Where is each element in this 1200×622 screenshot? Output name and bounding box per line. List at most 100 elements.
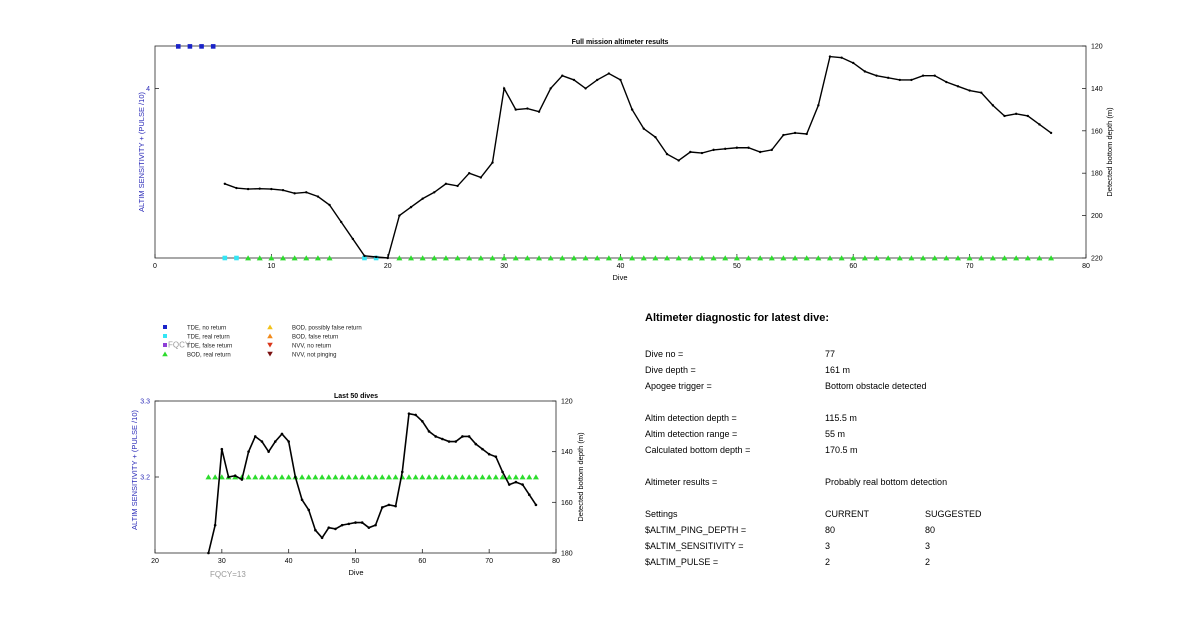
- bod-marker: [885, 255, 892, 261]
- bod-marker: [426, 474, 433, 480]
- bod-marker: [1013, 255, 1020, 261]
- bottom-depth-point: [407, 412, 411, 415]
- diagnostic-label: $ALTIM_SENSITIVITY =: [645, 541, 744, 551]
- bod-marker: [547, 255, 554, 261]
- bod-marker: [1024, 255, 1031, 261]
- diagnostic-value: Bottom obstacle detected: [825, 381, 927, 391]
- diagnostic-panel: Altimeter diagnostic for latest dive: Di…: [645, 312, 1065, 567]
- y-tick-right-label: 180: [561, 551, 573, 558]
- bottom-depth-point: [227, 475, 230, 479]
- bod-marker: [943, 255, 950, 261]
- bod-marker: [1001, 255, 1008, 261]
- bod-marker: [582, 255, 589, 261]
- legend: TDE, no return TDE, real return TDE, false…: [162, 324, 362, 359]
- bottom-depth-point: [747, 146, 750, 149]
- bod-marker: [359, 474, 366, 480]
- diagnostic-value: 161 m: [825, 365, 851, 375]
- tde-marker: [210, 44, 216, 49]
- bod-marker: [1036, 255, 1043, 261]
- bod-marker: [675, 255, 682, 261]
- y-tick-left-label: 3.2: [140, 475, 150, 482]
- fqcy-annotation: FQCY=13: [210, 570, 246, 579]
- tde-marker: [187, 44, 193, 49]
- bottom-depth-point: [487, 452, 491, 456]
- legend-label: TDE, no return: [187, 326, 226, 332]
- bottom-depth-point: [351, 237, 355, 241]
- bod-marker: [850, 255, 857, 261]
- bod-marker: [629, 255, 636, 261]
- bod-marker: [1048, 255, 1055, 261]
- diagnostic-row: Dive no = 77: [645, 347, 1065, 361]
- bod-marker: [519, 474, 526, 480]
- x-tick-label: 80: [552, 558, 560, 565]
- bod-marker: [931, 255, 938, 261]
- bottom-depth-point: [980, 91, 983, 94]
- bod-marker: [512, 474, 519, 480]
- bod-marker: [815, 255, 822, 261]
- full-mission-plot-frame: [154, 45, 1087, 259]
- full-mission-xlabel: Dive: [612, 273, 627, 282]
- diagnostic-row: Altim detection range = 55 m: [645, 427, 1065, 441]
- bod-marker: [873, 255, 880, 261]
- bottom-depth-point: [374, 255, 378, 259]
- diagnostic-value: 2: [825, 557, 831, 567]
- last-50-xlabel: Dive: [348, 568, 363, 577]
- bod-marker: [459, 474, 466, 480]
- bod-marker: [664, 255, 671, 261]
- bod-marker: [526, 474, 533, 480]
- bottom-depth-point: [700, 151, 704, 155]
- legend-label: BOD, false return: [292, 335, 338, 341]
- bod-marker: [861, 255, 868, 261]
- bod-marker: [252, 474, 259, 480]
- bottom-depth-point: [220, 447, 224, 451]
- bottom-depth-point: [287, 440, 290, 443]
- bod-marker: [278, 474, 285, 480]
- x-tick-label: 50: [733, 263, 741, 270]
- x-tick-label: 20: [151, 558, 159, 565]
- bottom-depth-point: [481, 447, 484, 451]
- bottom-depth-point: [421, 197, 424, 200]
- legend-label: NVV, no return: [292, 344, 331, 350]
- bod-marker: [432, 474, 439, 480]
- bottom-depth-point: [712, 148, 715, 152]
- bod-marker: [372, 474, 379, 480]
- diagnostic-title: Altimeter diagnostic for latest dive:: [645, 312, 829, 324]
- bod-marker: [492, 474, 499, 480]
- bottom-depth-point: [514, 108, 517, 111]
- bottom-depth-point: [468, 172, 471, 175]
- bod-marker: [524, 255, 531, 261]
- bottom-depth-point: [293, 192, 296, 195]
- diagnostic-row: Altim detection depth = 115.5 m: [645, 411, 1065, 425]
- legend-label: TDE, real return: [187, 335, 230, 341]
- bottom-depth-point: [1003, 114, 1006, 118]
- bod-marker: [532, 474, 539, 480]
- bottom-depth-point: [735, 146, 739, 149]
- bod-marker: [652, 255, 659, 261]
- tde-marker: [175, 44, 181, 49]
- bottom-depth-point: [280, 432, 284, 436]
- bottom-depth-line: [207, 412, 537, 554]
- bottom-depth-point: [386, 256, 389, 260]
- bottom-depth-point: [427, 430, 431, 433]
- bod-marker: [489, 255, 496, 261]
- bottom-depth-point: [441, 437, 444, 441]
- bod-marker: [768, 255, 775, 261]
- bod-marker: [896, 255, 903, 261]
- bod-marker: [733, 255, 740, 261]
- bottom-depth-point: [400, 470, 404, 474]
- bottom-depth-point: [526, 107, 529, 110]
- legend-marker: [162, 351, 168, 357]
- bod-marker: [405, 474, 412, 480]
- bod-marker: [392, 474, 399, 480]
- diagnostic-label: $ALTIM_PULSE =: [645, 557, 719, 567]
- bottom-depth-point: [474, 442, 478, 446]
- bod-marker: [305, 474, 312, 480]
- legend-label: NVV, not pinging: [292, 353, 336, 359]
- bod-marker: [446, 474, 453, 480]
- bottom-depth-point: [507, 483, 511, 486]
- bod-marker: [605, 255, 612, 261]
- diagnostic-row: Calculated bottom depth = 170.5 m: [645, 443, 1065, 457]
- bottom-depth-point: [677, 159, 680, 162]
- legend-marker: [163, 325, 167, 329]
